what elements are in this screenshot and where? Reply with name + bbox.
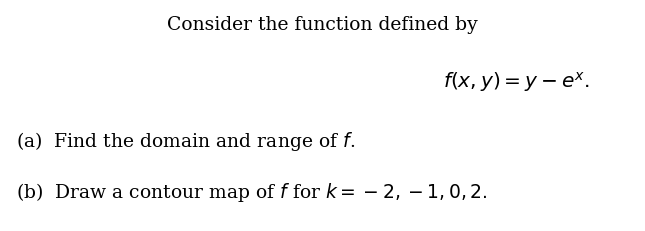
Text: (a)  Find the domain and range of $f$.: (a) Find the domain and range of $f$.: [16, 129, 355, 152]
Text: Consider the function defined by: Consider the function defined by: [167, 16, 478, 34]
Text: (b)  Draw a contour map of $f$ for $k = -2, -1, 0, 2.$: (b) Draw a contour map of $f$ for $k = -…: [16, 180, 488, 203]
Text: (c)  Using part (b), sketch the graph of $f$: (c) Using part (b), sketch the graph of …: [16, 229, 401, 231]
Text: $f(x, y) = y - e^{x}.$: $f(x, y) = y - e^{x}.$: [442, 69, 590, 93]
